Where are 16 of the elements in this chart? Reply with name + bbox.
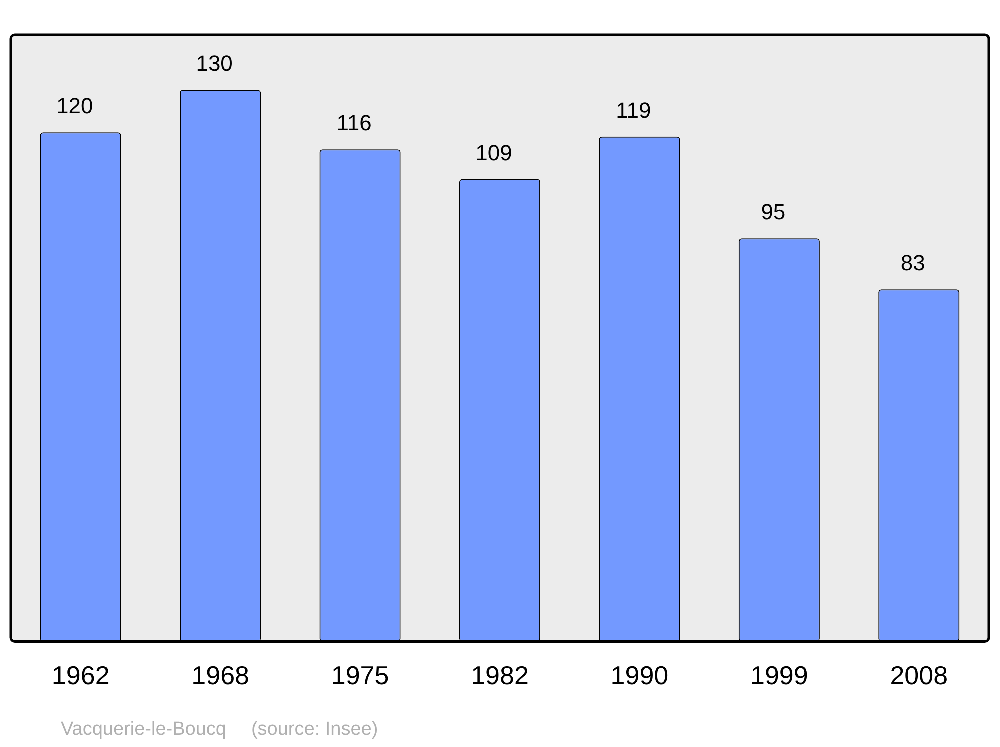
data-label: 120	[56, 94, 94, 119]
x-tick-label: 1990	[610, 660, 669, 691]
data-label: 109	[476, 140, 512, 166]
x-tick-label: 1999	[750, 660, 808, 691]
x-tick-label: 1968	[192, 660, 250, 691]
x-tick-label: 1962	[52, 660, 110, 691]
data-label: 95	[761, 200, 786, 225]
text: Vacquerie-le-Boucq	[61, 719, 226, 740]
data-label: 116	[336, 110, 372, 136]
data-label: 130	[196, 51, 233, 76]
x-tick-label: 2008	[890, 660, 948, 691]
x-tick-label: 1982	[471, 660, 529, 691]
x-tick-label: 1975	[331, 660, 390, 691]
text: (source: Insee)	[251, 719, 378, 740]
data-label: 83	[900, 250, 926, 276]
data-label: 119	[616, 98, 652, 123]
